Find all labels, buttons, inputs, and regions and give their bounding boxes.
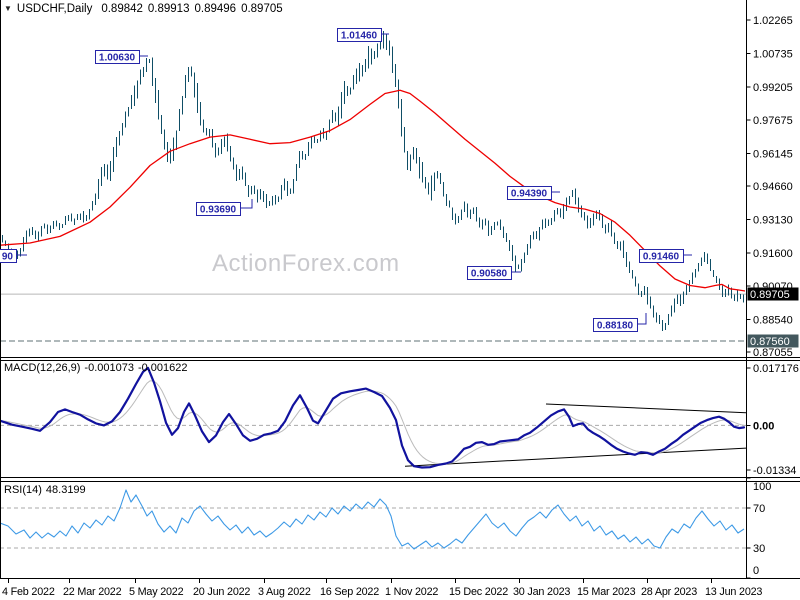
x-axis-label: 3 Aug 2022 — [258, 586, 311, 598]
chart-title: ▼ USDCHF,Daily 0.89842 0.89913 0.89496 0.8970… — [4, 3, 288, 15]
macd-line — [0, 366, 746, 469]
x-axis-label: 16 Sep 2022 — [320, 586, 379, 598]
trendline-upper — [545, 403, 747, 414]
y-axis-label: 30 — [753, 543, 765, 555]
x-axis-label: 30 Jan 2023 — [513, 586, 570, 598]
price-badge-support-text: 0.87560 — [750, 336, 790, 348]
annotation-label: 1.00630 — [99, 53, 136, 64]
price-badge-support — [747, 334, 799, 348]
annotation-label: 1.01460 — [341, 31, 378, 42]
annotation-box — [337, 28, 382, 42]
annotation-label: 0.91460 — [643, 252, 680, 263]
annotation-box — [639, 249, 684, 263]
annotation-box — [95, 50, 140, 64]
x-axis-label: 15 Dec 2022 — [449, 586, 508, 598]
price-annotation — [95, 50, 148, 64]
close-value: 0.89705 — [241, 3, 283, 15]
annotation-box — [196, 202, 241, 216]
y-axis-label: 1.02265 — [753, 15, 793, 27]
price-badge-current-text: 0.89705 — [750, 289, 790, 301]
annotation-box — [0, 249, 17, 263]
x-axis-label: 1 Nov 2022 — [385, 586, 438, 598]
price-badge-support-bg — [747, 334, 799, 348]
y-axis-label: 100 — [753, 481, 771, 493]
x-axis-label: 28 Apr 2023 — [641, 586, 697, 598]
y-axis-label: 70 — [753, 503, 765, 515]
y-axis-label: 0.99205 — [753, 82, 793, 94]
price-annotation — [639, 249, 692, 263]
macd-name: MACD(12,26,9) — [4, 362, 81, 374]
x-axis-label: 15 Mar 2023 — [577, 586, 636, 598]
annotation-box — [593, 318, 638, 332]
y-axis-label: 0.96145 — [753, 149, 793, 161]
y-axis-label: 0.94660 — [753, 181, 793, 193]
rsi-indicator-label: RSI(14) 48.3199 — [4, 484, 90, 496]
high-value: 0.89913 — [147, 3, 190, 15]
x-axis-label: 22 Mar 2022 — [63, 586, 122, 598]
price-annotation — [196, 199, 253, 216]
moving-average-line — [0, 89, 746, 292]
macd-signal-value: -0.001622 — [137, 362, 188, 374]
annotation-label: 0.90580 — [471, 269, 508, 280]
panel-borders — [0, 0, 800, 583]
annotation-box — [467, 266, 512, 280]
price-bars — [2, 31, 744, 331]
price-annotation — [507, 186, 560, 200]
macd-value: -0.001073 — [84, 362, 134, 374]
annotation-label: 90 — [2, 252, 14, 263]
price-annotation — [337, 28, 389, 42]
price-badge-current-bg — [747, 287, 799, 301]
y-axis-label: 0.88540 — [753, 315, 793, 327]
y-axis-label: -0.01334 — [753, 465, 796, 477]
price-annotation — [467, 266, 521, 280]
annotation-label: 0.93690 — [200, 205, 237, 216]
rsi-line — [0, 489, 745, 550]
y-axis-label: 0.87055 — [753, 347, 793, 359]
x-axis-label: 13 Jun 2023 — [705, 586, 762, 598]
y-axis-label: 0.97675 — [753, 115, 793, 127]
annotation-leader — [240, 199, 253, 209]
annotation-leader — [637, 313, 647, 325]
annotation-box — [507, 186, 552, 200]
price-annotation — [593, 313, 647, 332]
y-axis-label: 0.91600 — [753, 248, 793, 260]
price-annotation — [0, 249, 27, 263]
open-value: 0.89842 — [101, 3, 143, 15]
y-axis-label: 1.00735 — [753, 48, 793, 60]
low-value: 0.89496 — [194, 3, 237, 15]
symbol-timeframe: USDCHF,Daily — [16, 3, 93, 15]
rsi-value: 48.3199 — [45, 484, 86, 496]
y-axis-label: 0.017176 — [753, 363, 799, 375]
rsi-name: RSI(14) — [4, 484, 42, 496]
macd-indicator-label: MACD(12,26,9) -0.001073 -0.001622 — [4, 362, 192, 374]
x-axis-label: 5 May 2022 — [129, 586, 184, 598]
y-axis-label: 0 — [753, 565, 759, 577]
x-axis-label: 4 Feb 2022 — [2, 586, 55, 598]
x-axis-label: 20 Jun 2022 — [193, 586, 250, 598]
annotation-label: 0.88180 — [597, 321, 634, 332]
y-axis-label: 0.93130 — [753, 214, 793, 226]
price-badge-current — [747, 287, 799, 301]
y-axis-label: 0.00 — [753, 420, 774, 432]
trendline-lower — [404, 447, 747, 467]
annotation-label: 0.94390 — [511, 189, 548, 200]
collapse-icon[interactable]: ▼ — [4, 4, 12, 13]
watermark: ActionForex.com — [212, 250, 400, 277]
